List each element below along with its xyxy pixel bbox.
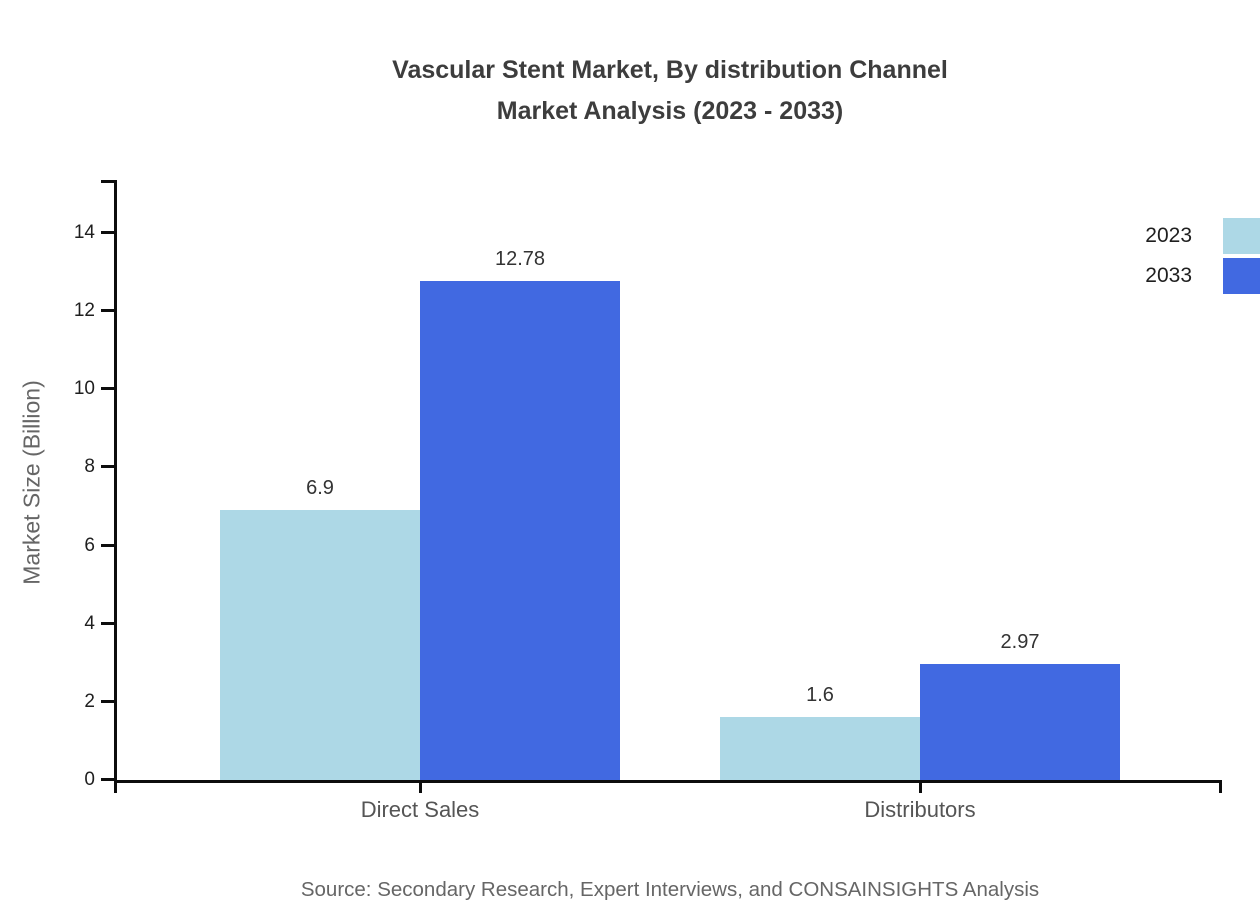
bar-2023-direct-sales	[220, 510, 420, 780]
y-tick-label: 14	[73, 222, 95, 243]
bar-value-label: 2.97	[1000, 631, 1040, 653]
y-tick-label: 2	[84, 691, 95, 712]
category-label-distributors: Distributors	[864, 797, 976, 822]
legend-swatch-2033	[1223, 258, 1260, 294]
bar-value-label: 1.6	[806, 684, 834, 706]
bar-value-label: 12.78	[494, 248, 546, 270]
source-note: Source: Secondary Research, Expert Inter…	[300, 878, 1040, 901]
legend-item-2023: 2023	[1145, 218, 1260, 254]
x-axis-right-cap	[1219, 780, 1222, 793]
y-tick	[101, 544, 114, 547]
bar-2023-distributors	[720, 717, 920, 780]
y-axis-top-cap	[101, 180, 114, 183]
legend-label-2023: 2023	[1145, 224, 1192, 247]
y-tick-label: 10	[73, 378, 95, 399]
plot-area: 0 2 4 6 8 10 12 14 Direct Sales 6.9 12.78 Distribut…	[74, 180, 1222, 822]
category-label-direct-sales: Direct Sales	[360, 797, 480, 822]
y-tick	[101, 309, 114, 312]
x-tick	[919, 780, 922, 793]
bar-value-label: 6.9	[306, 477, 334, 499]
y-axis-title: Market Size (Billion)	[18, 380, 45, 585]
y-tick	[101, 387, 114, 390]
legend-label-2033: 2033	[1145, 264, 1192, 287]
y-tick	[101, 778, 114, 781]
legend-item-2033: 2033	[1145, 258, 1260, 294]
x-axis-baseline	[114, 780, 1222, 783]
legend-swatch-2023	[1223, 218, 1260, 254]
bar-2033-distributors	[920, 664, 1120, 780]
x-tick	[419, 780, 422, 793]
chart-title-line-2: Market Analysis (2023 - 2033)	[496, 97, 844, 125]
y-tick	[101, 700, 114, 703]
y-tick-label: 4	[84, 613, 95, 634]
y-axis-spine	[114, 180, 117, 793]
y-tick-label: 0	[84, 769, 95, 790]
legend: 2023 2033	[1145, 218, 1260, 294]
y-tick	[101, 465, 114, 468]
bar-2033-direct-sales	[420, 281, 620, 780]
y-tick	[101, 231, 114, 234]
y-tick-label: 12	[73, 300, 95, 321]
chart-title: Vascular Stent Market, By distribution C…	[80, 50, 1260, 132]
y-tick	[101, 622, 114, 625]
y-tick-label: 6	[84, 535, 95, 556]
chart-title-line-1: Vascular Stent Market, By distribution C…	[392, 56, 948, 84]
y-tick-label: 8	[84, 456, 95, 477]
